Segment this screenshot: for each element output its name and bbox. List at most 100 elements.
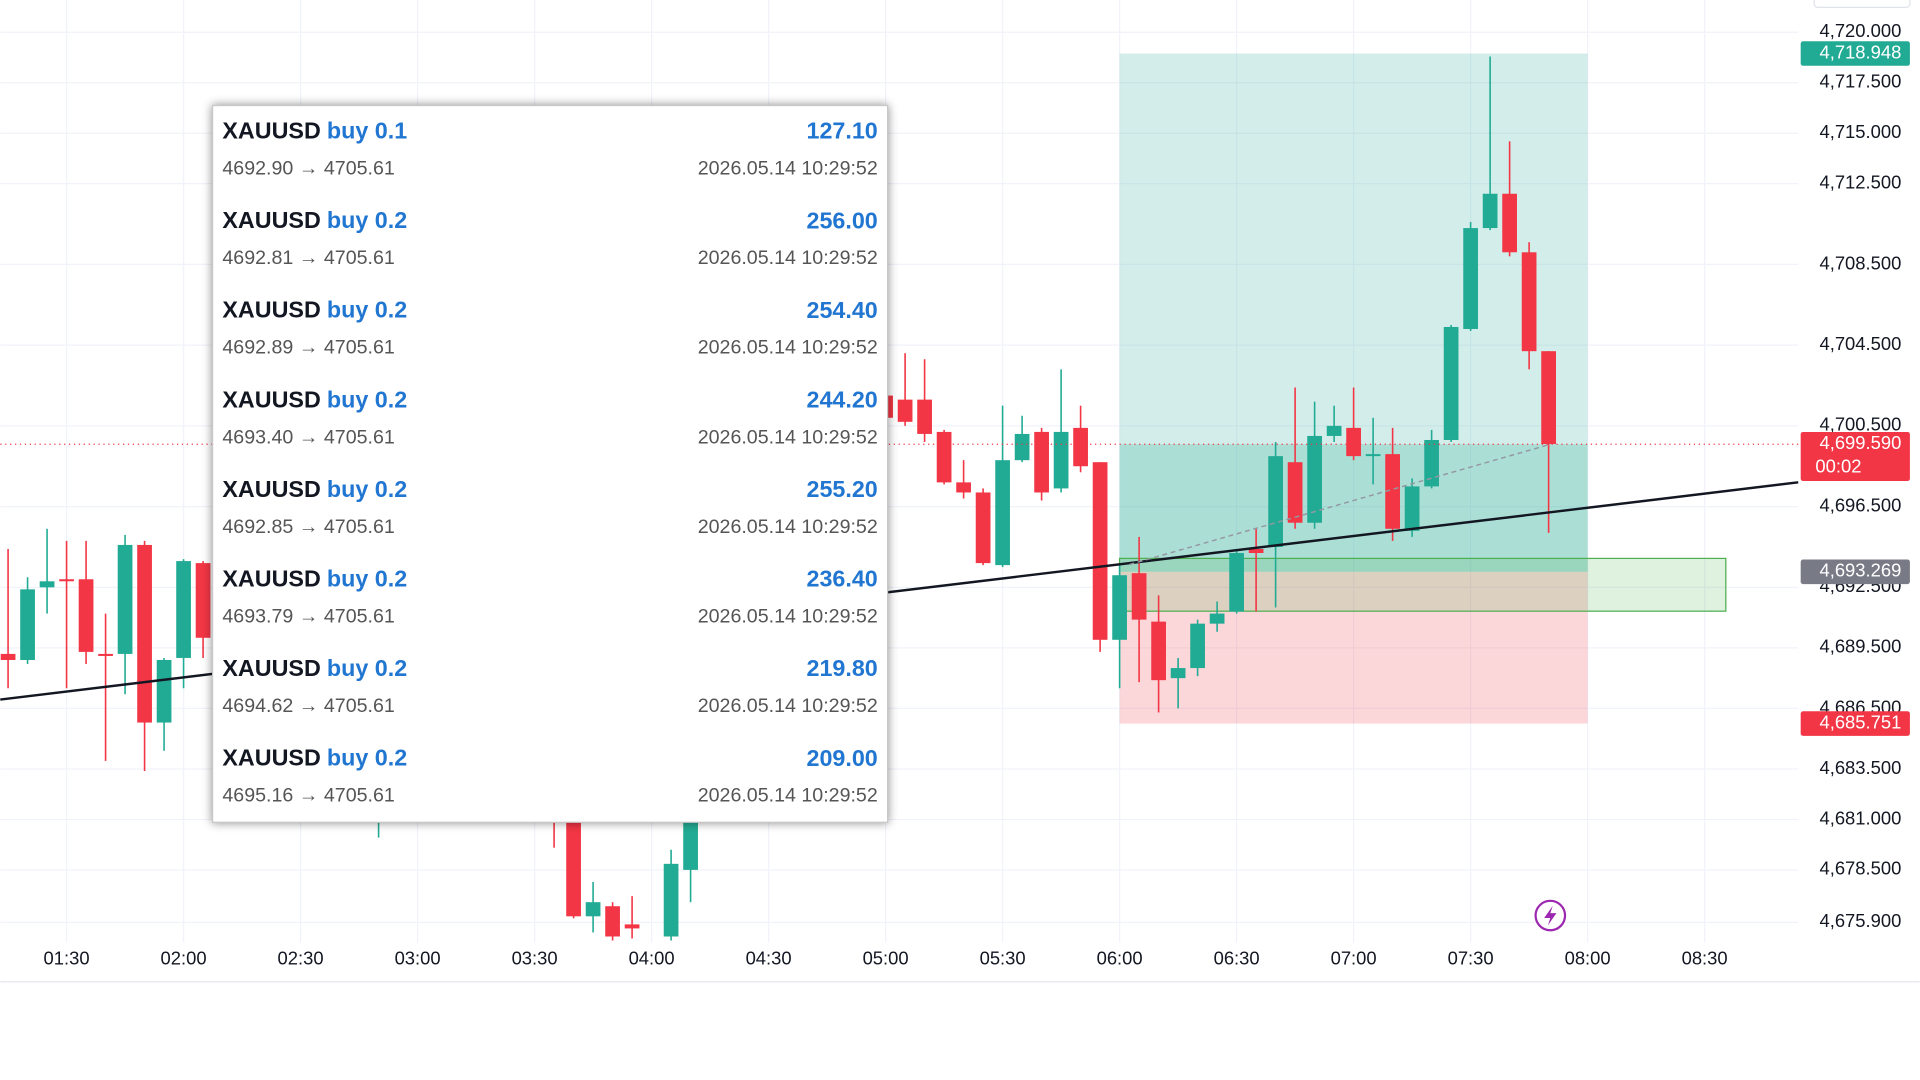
price-countdown: 00:02 (1815, 455, 1861, 476)
trade-profit: 254.40 (807, 297, 878, 323)
candle-body (39, 581, 55, 588)
trade-time: 2026.05.14 10:29:52 (698, 695, 878, 717)
candle-body (1541, 351, 1556, 445)
trade-prices: 4693.40 → 4705.61 (222, 426, 394, 448)
trade-title: XAUUSD buy 0.1 (222, 118, 407, 144)
trade-profit: 256.00 (807, 207, 878, 233)
trade-time: 2026.05.14 10:29:52 (698, 337, 878, 359)
candle-body (137, 544, 152, 723)
trade-symbol: XAUUSD (222, 476, 320, 502)
candle-body (917, 399, 932, 434)
candle-body (1229, 553, 1244, 612)
candle-body (1424, 439, 1439, 487)
trade-profit: 209.00 (807, 745, 878, 771)
trade-title: XAUUSD buy 0.2 (222, 566, 407, 592)
price-badge-label: 4,699.590 (1819, 432, 1901, 453)
trade-prices: 4692.90 → 4705.61 (222, 158, 394, 180)
candle-body (1073, 427, 1088, 467)
trade-symbol: XAUUSD (222, 118, 320, 144)
y-tick-label: 4,717.500 (1819, 71, 1901, 92)
candle-body (663, 863, 679, 937)
candle-body (78, 579, 94, 652)
trade-profit: 219.80 (807, 655, 878, 681)
candle-body (683, 815, 698, 870)
x-tick-label: 08:30 (1682, 948, 1728, 969)
candle-body (897, 399, 913, 422)
price-badge-label: 4,718.948 (1819, 41, 1901, 62)
y-tick-label: 4,678.500 (1819, 858, 1901, 879)
candle-body (1463, 228, 1478, 329)
trade-profit: 127.10 (807, 118, 878, 144)
trade-time: 2026.05.14 10:29:52 (698, 516, 878, 538)
trade-symbol: XAUUSD (222, 297, 320, 323)
candle-body (1092, 462, 1108, 640)
x-tick-label: 01:30 (44, 948, 90, 969)
trade-side: buy 0.2 (327, 386, 407, 412)
trade-prices: 4695.16 → 4705.61 (222, 785, 394, 807)
candle-body (956, 482, 971, 493)
y-tick-label: 4,689.500 (1819, 636, 1901, 657)
candle-body (1326, 425, 1342, 436)
trade-symbol: XAUUSD (222, 566, 320, 592)
candle-body (936, 431, 952, 483)
trade-title: XAUUSD buy 0.2 (222, 745, 407, 771)
trade-profit: 255.20 (807, 476, 878, 502)
trade-symbol: XAUUSD (222, 745, 320, 771)
trade-side: buy 0.2 (327, 476, 407, 502)
y-tick-label: 4,696.500 (1819, 494, 1901, 515)
x-tick-label: 02:30 (278, 948, 324, 969)
trade-side: buy 0.1 (327, 118, 407, 144)
candle-body (1502, 193, 1517, 253)
trade-title: XAUUSD buy 0.2 (222, 297, 407, 323)
candle-body (117, 544, 133, 654)
trade-prices: 4693.79 → 4705.61 (222, 606, 394, 628)
x-tick-label: 08:00 (1565, 948, 1611, 969)
x-tick-label: 06:00 (1097, 948, 1143, 969)
candle-body (1385, 454, 1400, 529)
lightning-button[interactable] (1534, 899, 1567, 932)
candle-body (1190, 623, 1205, 669)
filled-zone (1119, 444, 1588, 572)
candle-body (605, 906, 620, 937)
x-tick-label: 02:00 (161, 948, 207, 969)
trade-time: 2026.05.14 10:29:52 (698, 606, 878, 628)
x-tick-label: 03:00 (395, 948, 441, 969)
candle-body (624, 924, 640, 929)
lightning-icon (1544, 905, 1557, 926)
price-badge (1800, 559, 1910, 585)
y-tick-label: 4,683.500 (1819, 757, 1901, 778)
candle-body (1053, 431, 1069, 489)
x-tick-label: 07:30 (1448, 948, 1494, 969)
trade-symbol: XAUUSD (222, 655, 320, 681)
trade-time: 2026.05.14 10:29:52 (698, 158, 878, 180)
trade-profit: 236.40 (807, 566, 878, 592)
trade-symbol: XAUUSD (222, 207, 320, 233)
trade-side: buy 0.2 (327, 297, 407, 323)
candle-body (1307, 435, 1322, 523)
x-tick-label: 03:30 (512, 948, 558, 969)
candle-body (1521, 252, 1537, 352)
candle-body (1287, 462, 1303, 523)
trade-symbol: XAUUSD (222, 386, 320, 412)
candle-body (20, 589, 35, 660)
trade-prices: 4692.85 → 4705.61 (222, 516, 394, 538)
trade-title: XAUUSD buy 0.2 (222, 207, 407, 233)
x-tick-label: 06:30 (1214, 948, 1260, 969)
x-tick-label: 05:00 (863, 948, 909, 969)
candle-body (195, 563, 211, 638)
candle-body (1248, 548, 1264, 554)
trade-prices: 4692.89 → 4705.61 (222, 337, 394, 359)
price-badge (1800, 711, 1910, 736)
x-tick-label: 04:00 (629, 948, 675, 969)
corner-box (1813, 0, 1911, 8)
candle-body (1014, 433, 1030, 461)
candle-body (1404, 486, 1420, 531)
candle-body (975, 492, 991, 564)
zone-rect (1118, 557, 1727, 612)
candle-body (176, 561, 191, 658)
popup-box (211, 104, 889, 823)
y-tick-label: 4,715.000 (1819, 121, 1901, 142)
